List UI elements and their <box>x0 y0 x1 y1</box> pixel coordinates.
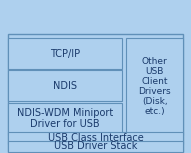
Text: USB Class Interface: USB Class Interface <box>48 133 143 143</box>
Text: Other
USB
Client
Drivers
(Disk,
etc.): Other USB Client Drivers (Disk, etc.) <box>138 57 171 116</box>
Text: TCP/IP: TCP/IP <box>50 49 80 59</box>
Bar <box>8 103 122 135</box>
Bar <box>126 38 183 135</box>
Bar <box>8 34 183 152</box>
Bar <box>8 141 183 152</box>
Bar <box>8 70 122 101</box>
Text: NDIS: NDIS <box>53 81 77 91</box>
Bar <box>8 38 122 69</box>
Text: USB Driver Stack: USB Driver Stack <box>54 142 137 151</box>
Text: NDIS-WDM Miniport
Driver for USB: NDIS-WDM Miniport Driver for USB <box>17 108 113 129</box>
Bar <box>8 132 183 144</box>
